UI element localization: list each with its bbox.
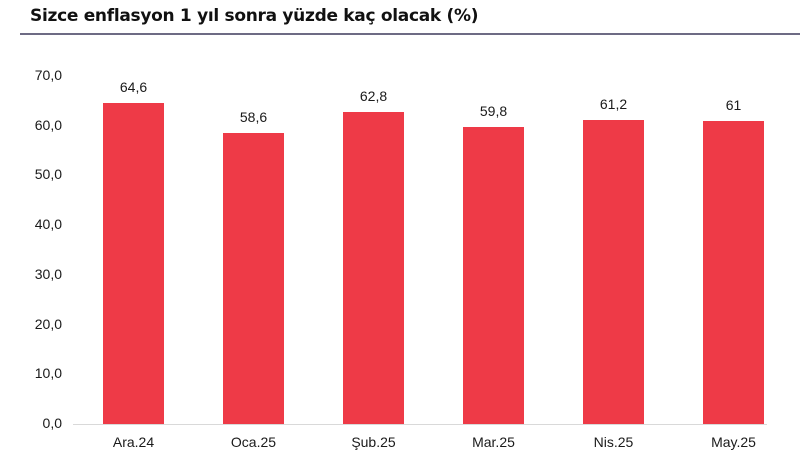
x-tick-label: Nis.25	[593, 434, 634, 450]
x-tick-label: Ara.24	[112, 434, 155, 450]
bar	[103, 102, 164, 424]
data-label: 64,6	[119, 78, 148, 95]
x-tick-label: Şub.25	[351, 434, 396, 450]
data-label: 59,8	[479, 102, 508, 119]
bar	[703, 120, 764, 424]
x-axis-line	[73, 424, 767, 425]
bar	[223, 132, 284, 424]
y-tick-label: 0,0	[42, 415, 62, 431]
y-tick-label: 40,0	[34, 216, 62, 233]
y-tick-label: 10,0	[34, 365, 62, 382]
data-label: 61	[725, 96, 742, 113]
y-tick-label: 20,0	[34, 315, 62, 332]
x-tick-label: May.25	[711, 434, 756, 450]
bar	[343, 111, 404, 424]
y-tick-label: 50,0	[34, 166, 62, 183]
bar	[463, 126, 524, 424]
x-tick-label: Oca.25	[230, 434, 277, 450]
data-label: 61,2	[599, 95, 628, 112]
y-tick-label: 60,0	[34, 116, 62, 133]
title-divider	[20, 33, 800, 35]
data-label: 58,6	[239, 108, 268, 125]
data-label: 62,8	[359, 87, 388, 104]
chart-title: Sizce enflasyon 1 yıl sonra yüzde kaç ol…	[30, 6, 479, 26]
x-tick-label: Mar.25	[472, 434, 515, 450]
y-tick-label: 70,0	[34, 67, 62, 83]
y-tick-label: 30,0	[34, 265, 62, 282]
bar	[583, 119, 644, 424]
